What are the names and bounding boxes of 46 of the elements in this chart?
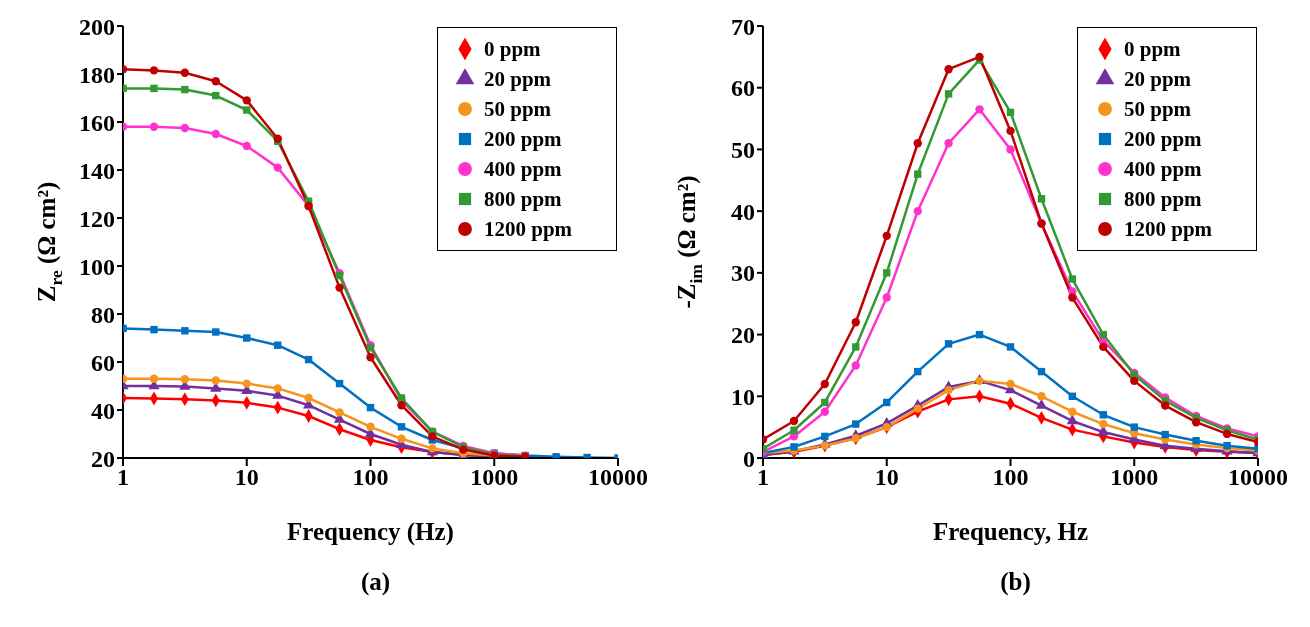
y-tick-label: 50 (731, 136, 755, 163)
x-tick-label: 1000 (1110, 464, 1159, 491)
legend-label: 400 ppm (484, 156, 562, 182)
x-tick-label: 10 (874, 464, 899, 491)
y-tick-label: 40 (91, 397, 115, 424)
y-tick-label: 140 (79, 157, 115, 184)
legend-label: 200 ppm (1124, 126, 1202, 152)
y-tick-label: 0 (743, 445, 755, 472)
x-tick-label: 10 (234, 464, 259, 491)
y-tick-label: 180 (79, 61, 115, 88)
legend-label: 50 ppm (484, 96, 552, 122)
x-tick-label: 1000 (470, 464, 519, 491)
legend-label: 1200 ppm (484, 216, 573, 242)
legend-label: 20 ppm (484, 66, 552, 92)
text: (a) (359, 568, 392, 596)
legend-label: 0 ppm (484, 36, 541, 62)
legend-label: 200 ppm (484, 126, 562, 152)
legend-label: 800 ppm (1124, 186, 1202, 212)
legend-label: 20 ppm (1124, 66, 1192, 92)
text: (b) (999, 568, 1032, 596)
legend-label: 400 ppm (1124, 156, 1202, 182)
x-axis-title: Frequency, Hz (932, 518, 1089, 545)
y-tick-label: 200 (79, 13, 115, 40)
x-axis-title: Frequency (Hz) (287, 518, 454, 546)
y-tick-label: 160 (79, 109, 115, 136)
x-tick-label: 10000 (1228, 464, 1288, 491)
legend-label: 1200 ppm (1124, 216, 1213, 242)
y-tick-label: 100 (79, 253, 115, 280)
x-tick-label: 1 (117, 464, 129, 491)
y-tick-label: 20 (731, 322, 755, 349)
y-tick-label: 20 (91, 445, 115, 472)
legend-label: 50 ppm (1124, 96, 1192, 122)
x-tick-label: 10000 (588, 464, 648, 491)
y-tick-label: 40 (731, 198, 755, 225)
y-tick-label: 10 (731, 383, 755, 410)
y-tick-label: 60 (731, 75, 755, 102)
x-tick-label: 1 (757, 464, 769, 491)
y-tick-label: 60 (91, 349, 115, 376)
y-tick-label: 70 (731, 13, 755, 40)
x-tick-label: 100 (352, 464, 389, 491)
legend-label: 0 ppm (1124, 36, 1181, 62)
y-tick-label: 30 (731, 260, 755, 287)
y-tick-label: 80 (91, 301, 115, 328)
x-tick-label: 100 (992, 464, 1029, 491)
y-tick-label: 120 (79, 205, 115, 232)
legend-label: 800 ppm (484, 186, 562, 212)
